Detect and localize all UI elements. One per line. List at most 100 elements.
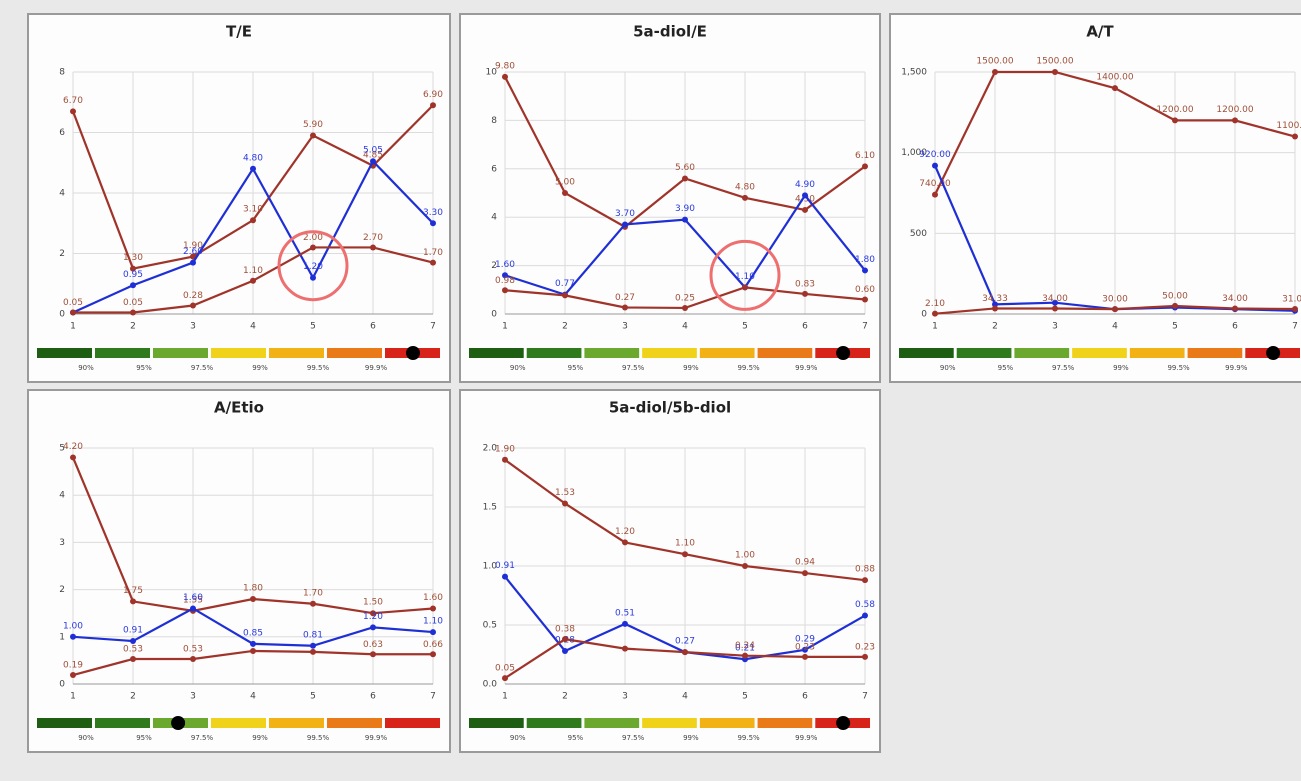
data-point [862,163,868,170]
scale-segment [1014,348,1070,358]
scale-segment [899,348,954,358]
data-point [310,600,316,607]
data-label: 0.51 [615,608,635,618]
y-tick-label: 0.5 [483,621,497,631]
scale-label: 95% [568,734,584,742]
data-label: 1100.00 [1276,121,1301,131]
scale-label: 97.5% [1052,364,1075,372]
data-label: 34.00 [1222,294,1248,304]
data-label: 0.24 [735,641,755,651]
data-point [502,675,508,682]
data-label: 1.80 [243,584,263,594]
data-label: 0.05 [123,298,143,308]
scale-segment [211,348,266,358]
y-tick-label: 2 [59,249,65,259]
scale-marker [171,716,186,730]
data-point [502,456,508,463]
scale-label: 99.5% [737,734,760,742]
data-point [682,649,688,656]
scale-label: 95% [136,364,152,372]
chart-panel: T/E 0 2 4 6 8 1 2 3 4 5 6 7 6.70 1.30 1.90 3.10 5.90 4.85 6… [27,13,451,383]
data-label: 740.00 [919,179,951,189]
panel-frame [459,389,881,753]
data-label: 0.21 [735,644,755,654]
data-point [742,194,748,201]
highlight-ring [277,230,349,302]
scale-segment [642,348,697,358]
y-tick-label: 1.0 [483,562,498,572]
data-point [562,636,568,643]
data-label: 1.70 [423,248,443,258]
x-tick-label: 2 [992,322,998,332]
data-point [130,309,136,316]
data-label: 3.70 [615,209,635,219]
data-point [1232,305,1238,312]
scale-segment [757,718,813,728]
data-point [1052,305,1058,312]
data-label: 4.80 [243,153,263,163]
data-point [502,573,508,580]
scale-segment [1072,348,1127,358]
data-point [430,629,436,636]
x-tick-label: 2 [562,692,568,702]
data-point [430,102,436,109]
scale-segment [385,718,440,728]
data-point [802,646,808,653]
data-point [622,645,628,652]
data-label: 0.60 [855,285,875,295]
data-label: 1.60 [423,593,443,603]
x-tick-label: 5 [1172,322,1178,332]
data-label: 0.98 [495,276,515,286]
data-label: 0.66 [423,640,443,650]
y-tick-label: 10 [486,68,498,78]
x-tick-label: 6 [370,692,376,702]
scale-segment [956,348,1012,358]
data-point [992,305,998,312]
data-point [682,216,688,223]
data-point [70,108,76,115]
data-label: 4.20 [63,442,83,452]
data-label: 1200.00 [1216,105,1253,115]
data-label: 30.00 [1102,295,1128,305]
y-tick-label: 6 [491,164,497,174]
data-label: 2.60 [183,247,203,257]
x-tick-label: 4 [250,322,256,332]
data-label: 6.10 [855,151,875,161]
scale-segment [526,348,582,358]
data-point [622,539,628,546]
data-label: 0.27 [675,637,695,647]
data-label: 3.10 [243,205,263,215]
y-tick-label: 5 [59,444,65,454]
data-point [310,244,316,251]
x-tick-label: 3 [1052,322,1058,332]
x-tick-label: 3 [190,692,196,702]
scale-label: 99.9% [1225,364,1248,372]
y-tick-label: 2.0 [483,444,498,454]
chart-panel: A/T 0 500 1,000 1,500 1 2 3 4 5 6 7 740.00 1500.00 150… [889,13,1301,383]
data-point [190,655,196,662]
y-tick-label: 8 [59,68,65,78]
data-label: 1500.00 [1036,57,1073,67]
y-tick-label: 8 [491,116,497,126]
scale-label: 99.9% [795,364,818,372]
scale-segment [95,718,150,728]
data-label: 4.30 [795,194,815,204]
scale-label: 99.5% [307,734,330,742]
scale-marker [836,346,851,360]
scale-marker [836,716,851,730]
data-point [1052,69,1058,75]
data-point [1052,299,1058,306]
data-point [1172,302,1178,309]
data-point [802,206,808,213]
chart-title: 5a-diol/5b-diol [609,399,731,417]
scale-label: 97.5% [622,364,645,372]
data-point [992,69,998,75]
data-point [1292,305,1298,312]
data-label: 50.00 [1162,291,1188,301]
x-tick-label: 2 [130,322,136,332]
scale-segment [469,348,524,358]
x-tick-label: 7 [430,692,436,702]
scale-label: 95% [998,364,1014,372]
